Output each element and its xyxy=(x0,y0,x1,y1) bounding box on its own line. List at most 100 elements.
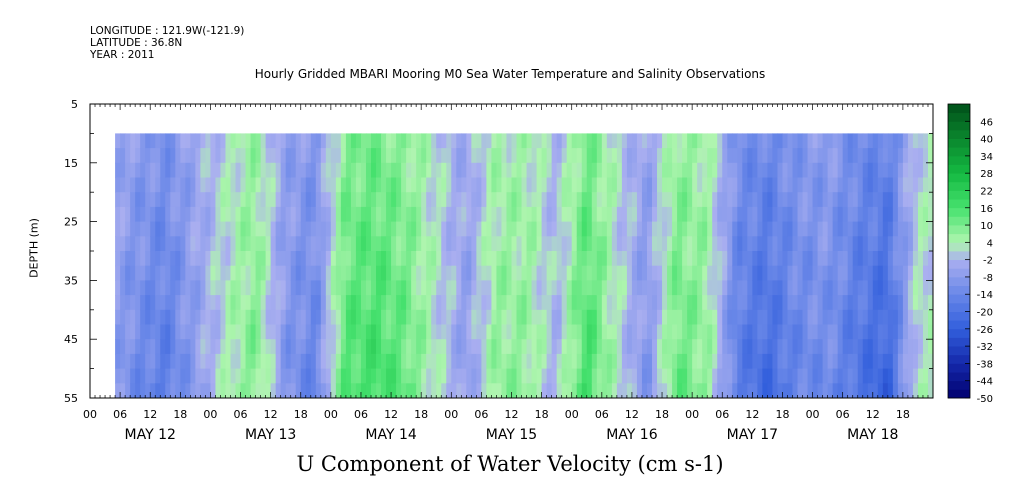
colorbar-band xyxy=(948,181,970,191)
heatmap-cell xyxy=(506,221,513,237)
heatmap-cell xyxy=(631,295,638,311)
heatmap-cell xyxy=(466,265,472,281)
heatmap-cell xyxy=(310,133,317,149)
heatmap-cell xyxy=(431,280,437,296)
heatmap-cell xyxy=(386,309,392,326)
heatmap-cell xyxy=(837,265,844,281)
heatmap-cell xyxy=(782,309,789,326)
heatmap-cell xyxy=(145,148,151,164)
heatmap-cell xyxy=(115,251,121,267)
heatmap-cell xyxy=(687,368,693,384)
heatmap-cell xyxy=(200,206,207,223)
heatmap-cell xyxy=(275,221,282,237)
heatmap-cell xyxy=(762,324,769,340)
heatmap-cell xyxy=(476,192,482,208)
heatmap-cell xyxy=(170,162,176,179)
heatmap-cell xyxy=(411,265,417,281)
heatmap-cell xyxy=(882,324,889,340)
heatmap-cell xyxy=(421,221,427,237)
heatmap-cell xyxy=(772,162,779,179)
heatmap-cell xyxy=(305,368,312,384)
heatmap-cell xyxy=(646,162,653,179)
heatmap-cell xyxy=(371,295,377,311)
heatmap-cell xyxy=(125,324,131,340)
heatmap-cell xyxy=(787,206,794,223)
heatmap-cell xyxy=(516,133,523,149)
heatmap-cell xyxy=(115,133,121,149)
heatmap-cell xyxy=(702,324,708,340)
heatmap-cell xyxy=(436,324,442,340)
heatmap-cell xyxy=(381,324,387,340)
heatmap-cell xyxy=(852,162,859,179)
heatmap-cell xyxy=(757,162,763,179)
heatmap-cell xyxy=(406,383,412,398)
heatmap-cell xyxy=(371,221,377,237)
heatmap-cell xyxy=(426,339,432,355)
heatmap-cell xyxy=(416,148,422,164)
heatmap-cell xyxy=(155,324,161,340)
heatmap-cell xyxy=(687,324,693,340)
heatmap-cell xyxy=(837,221,844,237)
heatmap-cell xyxy=(335,206,342,223)
heatmap-cell xyxy=(365,339,372,355)
heatmap-cell xyxy=(782,162,789,179)
heatmap-cell xyxy=(546,368,553,384)
heatmap-cell xyxy=(677,192,683,208)
heatmap-cell xyxy=(270,162,277,179)
heatmap-cell xyxy=(697,295,703,311)
heatmap-cell xyxy=(175,353,181,370)
heatmap-cell xyxy=(581,177,588,193)
heatmap-cell xyxy=(616,206,623,223)
heatmap-cell xyxy=(616,368,623,384)
heatmap-cell xyxy=(687,192,693,208)
heatmap-cell xyxy=(145,368,151,384)
heatmap-cell xyxy=(165,133,171,149)
heatmap-cell xyxy=(757,368,763,384)
heatmap-cell xyxy=(120,236,126,252)
heatmap-cell xyxy=(416,133,422,149)
heatmap-cell xyxy=(862,206,869,223)
heatmap-cell xyxy=(175,192,181,208)
heatmap-cell xyxy=(797,280,804,296)
heatmap-cell xyxy=(787,368,794,384)
heatmap-cell xyxy=(461,206,467,223)
heatmap-cell xyxy=(120,368,126,384)
heatmap-cell xyxy=(501,353,508,370)
heatmap-cell xyxy=(737,265,743,281)
heatmap-cell xyxy=(541,324,548,340)
heatmap-cell xyxy=(652,221,658,237)
heatmap-cell xyxy=(330,162,337,179)
heatmap-cell xyxy=(897,221,904,237)
heatmap-cell xyxy=(396,251,402,267)
heatmap-cell xyxy=(792,368,799,384)
heatmap-cell xyxy=(767,221,774,237)
heatmap-cell xyxy=(707,324,713,340)
heatmap-cell xyxy=(486,339,493,355)
heatmap-cell xyxy=(702,221,708,237)
heatmap-cell xyxy=(907,133,914,149)
heatmap-cell xyxy=(526,251,533,267)
heatmap-cell xyxy=(185,309,191,326)
heatmap-cell xyxy=(646,280,653,296)
heatmap-cell xyxy=(742,148,748,164)
heatmap-cell xyxy=(667,324,673,340)
heatmap-cell xyxy=(546,339,553,355)
heatmap-cell xyxy=(717,251,723,267)
heatmap-cell xyxy=(732,236,738,252)
heatmap-cell xyxy=(897,353,904,370)
heatmap-cell xyxy=(401,295,407,311)
heatmap-cell xyxy=(827,221,834,237)
heatmap-cell xyxy=(330,251,337,267)
heatmap-cell xyxy=(441,309,447,326)
heatmap-cell xyxy=(767,162,774,179)
heatmap-cell xyxy=(436,133,442,149)
heatmap-cell xyxy=(677,221,683,237)
heatmap-cell xyxy=(757,221,763,237)
heatmap-cell xyxy=(305,133,312,149)
heatmap-cell xyxy=(526,206,533,223)
colorbar-label: -26 xyxy=(977,325,993,336)
heatmap-cell xyxy=(667,353,673,370)
heatmap-cell xyxy=(260,192,267,208)
heatmap-cell xyxy=(561,368,568,384)
heatmap-cell xyxy=(325,133,332,149)
